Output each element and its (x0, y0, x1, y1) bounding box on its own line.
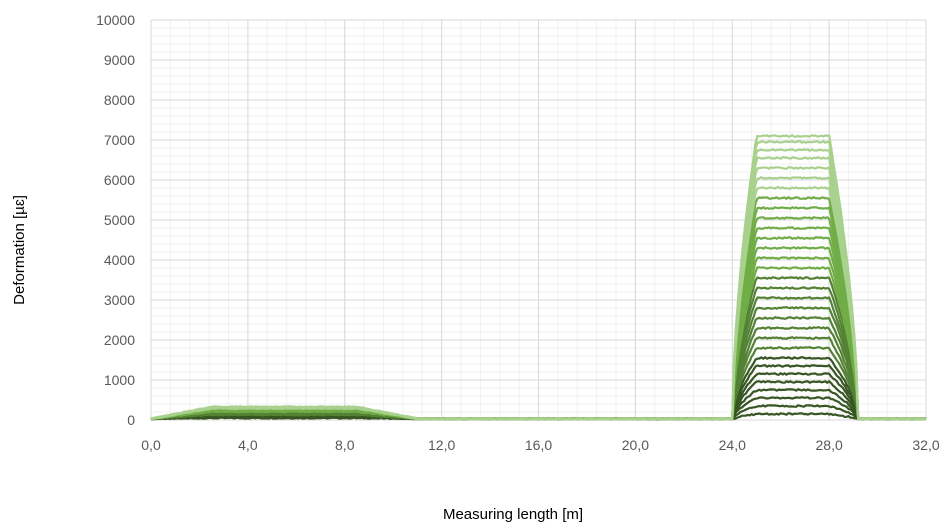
y-tick-label: 5000 (104, 212, 135, 228)
y-tick-label: 8000 (104, 92, 135, 108)
y-tick-label: 1000 (104, 372, 135, 388)
y-axis-title: Deformation [µɛ] (11, 195, 28, 305)
y-tick-label: 0 (127, 412, 135, 428)
x-tick-label: 24,0 (719, 437, 746, 453)
x-axis-ticks: 0,0 4,0 8,0 12,0 16,0 20,0 24,0 28,0 32,0 (141, 437, 940, 453)
x-tick-label: 12,0 (428, 437, 455, 453)
x-tick-label: 0,0 (141, 437, 161, 453)
x-tick-label: 32,0 (912, 437, 939, 453)
x-tick-label: 4,0 (238, 437, 258, 453)
y-axis-ticks: 0 1000 2000 3000 4000 5000 6000 7000 8000 9000 100… (96, 12, 135, 428)
y-tick-label: 6000 (104, 172, 135, 188)
y-tick-label: 10000 (96, 12, 135, 28)
y-tick-label: 4000 (104, 252, 135, 268)
y-tick-label: 9000 (104, 52, 135, 68)
y-tick-label: 7000 (104, 132, 135, 148)
x-tick-label: 20,0 (622, 437, 649, 453)
series-lines (150, 134, 927, 421)
y-tick-label: 3000 (104, 292, 135, 308)
x-tick-label: 8,0 (335, 437, 355, 453)
x-tick-label: 16,0 (525, 437, 552, 453)
y-tick-label: 2000 (104, 332, 135, 348)
major-gridlines (150, 19, 927, 421)
x-tick-label: 28,0 (816, 437, 843, 453)
series-line (150, 134, 927, 421)
x-axis-title: Measuring length [m] (443, 506, 583, 523)
